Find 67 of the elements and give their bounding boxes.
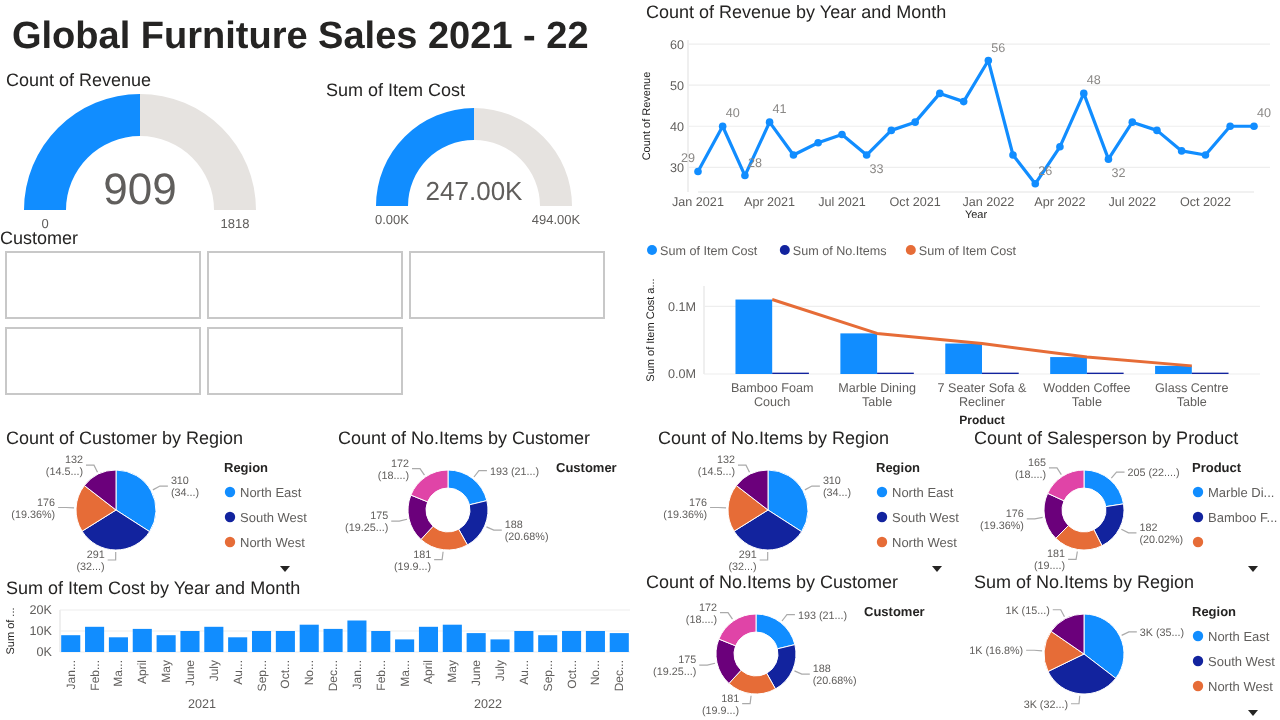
- point: [1009, 151, 1017, 159]
- point: [1177, 147, 1186, 155]
- chart-title: Sum of No.Items by Region: [974, 572, 1195, 592]
- bar: [945, 343, 982, 374]
- bar: [1155, 365, 1192, 374]
- bar: [204, 626, 224, 652]
- point: [862, 151, 871, 159]
- chart-title: Count of Revenue by Year and Month: [646, 2, 947, 22]
- bar: [323, 628, 343, 652]
- bar: [251, 631, 272, 652]
- bar: [156, 635, 176, 652]
- point: [1104, 155, 1113, 163]
- bar: [1050, 357, 1087, 374]
- bar: [490, 639, 510, 652]
- chart-title: Count of Salesperson by Product: [974, 428, 1240, 448]
- bar: [442, 624, 462, 652]
- bar: [538, 635, 558, 652]
- chart-title: Count of No.Items by Customer: [338, 428, 591, 448]
- point: [814, 138, 822, 147]
- bar: [85, 626, 105, 652]
- bar: [840, 333, 878, 374]
- bar: [514, 631, 534, 652]
- point: [984, 56, 993, 65]
- bar: [275, 631, 295, 652]
- point: [741, 171, 749, 180]
- point: [1031, 179, 1040, 188]
- point: [789, 151, 798, 159]
- point: [694, 167, 702, 176]
- text: Global Furniture Sales 2021 - 22: [12, 16, 589, 58]
- bar: [395, 639, 415, 652]
- bar: [735, 299, 773, 374]
- bar: [108, 637, 128, 652]
- bar: [132, 628, 152, 652]
- bar: [609, 633, 629, 652]
- chart-title: Sum of Item Cost: [326, 80, 467, 100]
- point: [1201, 151, 1210, 159]
- chart-title: Count of Customer by Region: [6, 428, 244, 448]
- data-label: 909: [103, 164, 177, 214]
- chart-title: Count of No.Items by Region: [658, 428, 890, 448]
- chart-title: Count of No.Items by Customer: [646, 572, 899, 592]
- bar: [585, 631, 605, 652]
- point: [959, 97, 968, 106]
- bar: [562, 631, 582, 652]
- point: [936, 89, 944, 98]
- bar: [371, 631, 391, 652]
- point: [1226, 122, 1234, 131]
- text: Customer: [0, 228, 79, 248]
- data-label: 247.00K: [425, 176, 524, 206]
- chart-title: Sum of Item Cost by Year and Month: [6, 578, 301, 598]
- point: [765, 118, 774, 126]
- line-series: [770, 298, 1194, 368]
- point: [1153, 126, 1161, 135]
- point: [911, 118, 919, 126]
- point: [1056, 143, 1064, 151]
- point: [1250, 122, 1258, 131]
- point: [838, 130, 846, 139]
- bar: [180, 631, 200, 652]
- chart-title: Count of Revenue: [6, 70, 152, 90]
- point: [1079, 89, 1088, 98]
- bar: [466, 633, 486, 652]
- bar: [347, 620, 367, 652]
- point: [1128, 118, 1137, 126]
- bar: [228, 637, 248, 652]
- bar: [61, 635, 81, 652]
- bar: [299, 624, 319, 652]
- point: [887, 126, 896, 135]
- bar: [418, 626, 439, 652]
